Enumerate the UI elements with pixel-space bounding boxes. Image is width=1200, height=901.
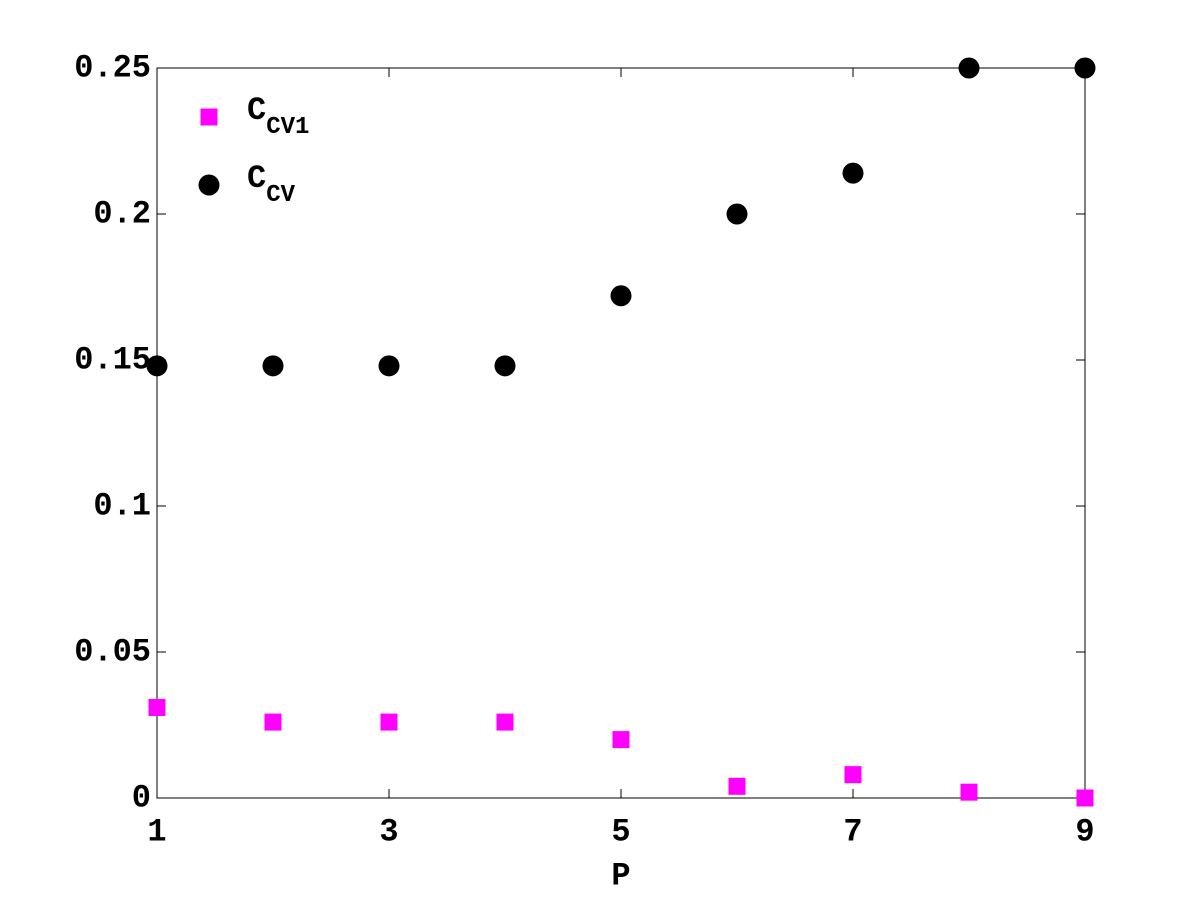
point xyxy=(380,713,398,731)
y-tick-label: 0.1 xyxy=(93,487,151,524)
y-tick-label: 0.2 xyxy=(93,195,151,232)
point xyxy=(146,355,168,377)
point xyxy=(842,162,864,184)
plot-frame xyxy=(156,67,1086,799)
point xyxy=(610,285,632,307)
x-tick-label: 9 xyxy=(1075,813,1094,850)
y-tick-label: 0.05 xyxy=(74,633,151,670)
legend-name: C xyxy=(247,92,266,129)
point xyxy=(494,355,516,377)
legend-label: CCV1 xyxy=(247,92,309,141)
x-tick-label: 3 xyxy=(379,813,398,850)
legend-name: C xyxy=(247,160,266,197)
point xyxy=(612,731,630,749)
legend-label: CCV xyxy=(247,160,296,209)
point xyxy=(958,57,980,79)
point xyxy=(726,203,748,225)
legend-subscript: CV xyxy=(266,182,295,209)
legend-marker xyxy=(198,174,220,196)
point xyxy=(1076,789,1094,807)
point xyxy=(1074,57,1096,79)
legend-marker xyxy=(200,108,218,126)
point xyxy=(844,766,862,784)
legend-subscript: CV1 xyxy=(266,114,309,141)
x-tick-label: 1 xyxy=(147,813,166,850)
x-tick-label: 5 xyxy=(611,813,630,850)
x-tick-label: 7 xyxy=(843,813,862,850)
point xyxy=(496,713,514,731)
point xyxy=(960,783,978,801)
point xyxy=(148,698,166,716)
y-tick-label: 0.15 xyxy=(74,341,151,378)
x-axis-label: P xyxy=(611,857,630,894)
y-tick-label: 0 xyxy=(132,779,151,816)
y-tick-label: 0.25 xyxy=(74,49,151,86)
point xyxy=(262,355,284,377)
point xyxy=(378,355,400,377)
point xyxy=(264,713,282,731)
point xyxy=(728,777,746,795)
